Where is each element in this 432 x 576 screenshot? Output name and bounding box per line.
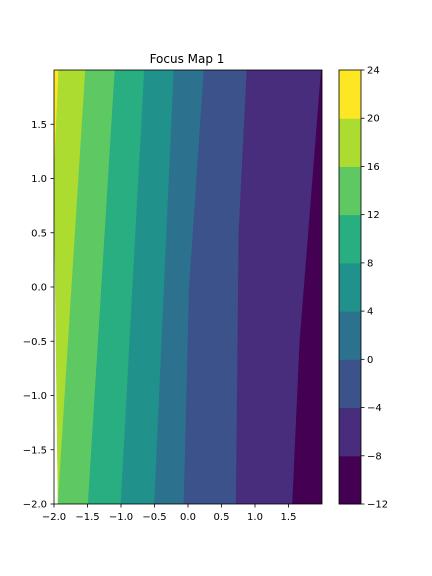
y-tick-label: 1.0: [31, 174, 47, 185]
x-tick-label: −2.0: [42, 512, 66, 523]
x-tick-label: −1.5: [75, 512, 99, 523]
colorbar-tick-label: −12: [367, 500, 388, 511]
contour-band: [87, 70, 145, 504]
contour-band: [57, 70, 116, 504]
colorbar-swatch: [339, 455, 361, 505]
contour-band: [183, 70, 248, 504]
x-tick-label: −1.0: [109, 512, 133, 523]
colorbar-tick-label: 0: [367, 355, 373, 366]
x-tick-label: 1.5: [281, 512, 297, 523]
colorbar-tick-label: 8: [367, 258, 373, 269]
colorbar-swatch: [339, 166, 361, 216]
colorbar-swatch: [339, 214, 361, 264]
colorbar-frame: [338, 69, 362, 505]
y-tick-label: 0.5: [31, 228, 47, 239]
y-axis: −2.0 −1.5 −1.0 −0.5 0.0 0.5 1.0 1.5: [23, 120, 54, 511]
y-tick-label: −1.5: [23, 445, 47, 456]
colorbar-tick-label: 24: [367, 66, 380, 77]
colorbar-swatch: [339, 118, 361, 167]
x-tick-label: 1.0: [247, 512, 263, 523]
contour-band: [235, 70, 322, 504]
y-tick-label: −1.0: [23, 391, 47, 402]
y-tick-label: −0.5: [23, 337, 47, 348]
colorbar-swatch: [339, 70, 361, 119]
colorbar-swatch: [339, 311, 361, 360]
colorbar-tick-label: 4: [367, 307, 373, 318]
colorbar-tick-label: −4: [367, 403, 382, 414]
colorbar-swatch: [339, 359, 361, 409]
contour-band: [54, 70, 86, 504]
y-tick-label: −2.0: [23, 500, 47, 511]
colorbar-tick-label: 12: [367, 210, 380, 221]
colorbar-swatch: [339, 407, 361, 457]
x-axis: −2.0 −1.5 −1.0 −0.5 0.0 0.5 1.0 1.5: [42, 504, 297, 523]
colorbar-tick-label: 20: [367, 114, 380, 125]
y-tick-label: 0.0: [31, 283, 47, 294]
contour-band: [292, 70, 322, 504]
colorbar-swatch: [339, 262, 361, 312]
colorbar: −12 −8 −4 0 4 8 12 16 20 24: [339, 66, 388, 511]
x-tick-label: 0.0: [180, 512, 196, 523]
colorbar-tick-label: −8: [367, 451, 382, 462]
x-tick-label: 0.5: [214, 512, 230, 523]
chart-title: Focus Map 1: [150, 52, 225, 66]
y-tick-label: 1.5: [31, 120, 47, 131]
x-tick-label: −0.5: [142, 512, 166, 523]
colorbar-tick-label: 16: [367, 162, 380, 173]
contour-band: [120, 70, 175, 504]
contour-area: [54, 70, 322, 504]
